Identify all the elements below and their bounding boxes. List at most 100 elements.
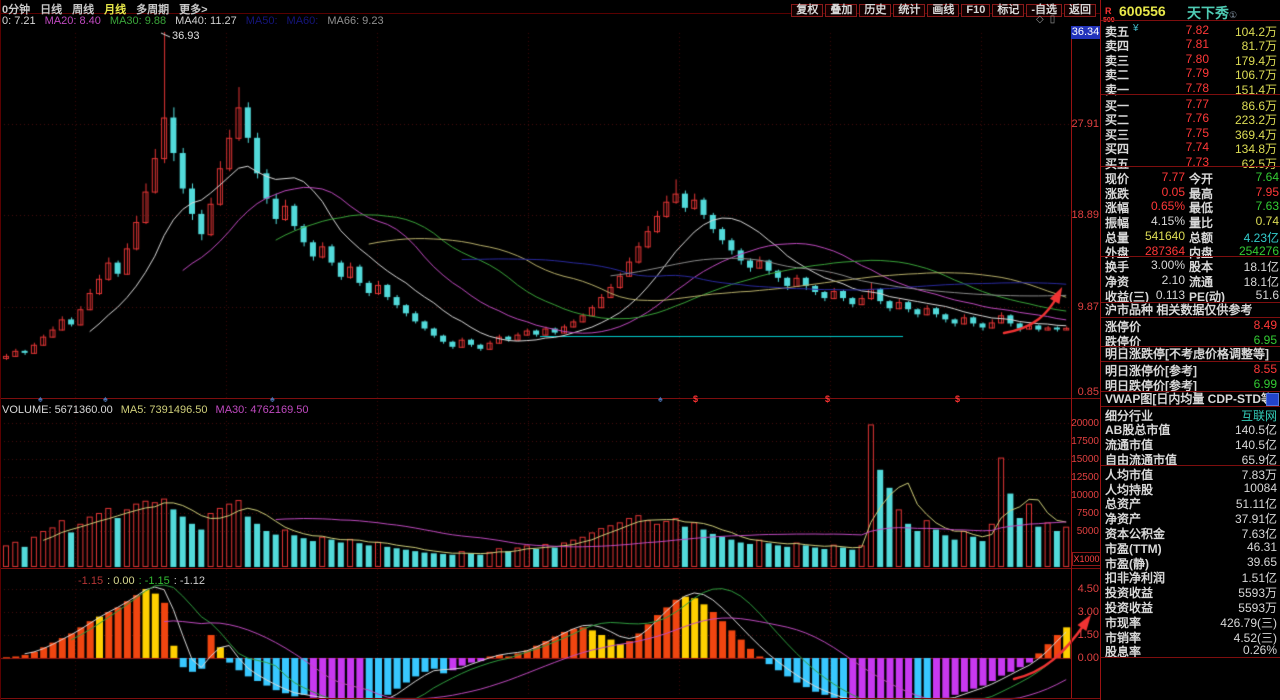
indicator-label-0: -1.15 — [78, 575, 104, 587]
page-icon[interactable]: ▯ — [1049, 14, 1056, 25]
order-book-volume: 106.7万 — [1234, 68, 1277, 83]
price-tick-3: 0.85 — [1077, 386, 1099, 398]
info-value: 5593万 — [1238, 586, 1277, 601]
indicator-label-2: : -1.15 — [138, 575, 170, 587]
quote-value: 0.113 — [1155, 287, 1185, 302]
info-label: 细分行业 — [1105, 408, 1154, 423]
price-tick-2: 9.87 — [1077, 301, 1099, 313]
vwap-chart-icon[interactable] — [1266, 392, 1279, 406]
info-value: 37.91亿 — [1234, 512, 1277, 527]
toolbar-button-1[interactable]: 叠加 — [825, 4, 858, 17]
quote-value: 0.05 — [1161, 184, 1185, 199]
toolbar-button-3[interactable]: 统计 — [893, 4, 926, 17]
event-marker[interactable]: ♠ — [38, 394, 43, 404]
volume-tick-5: 7500 — [1076, 508, 1099, 519]
info-value: 7.83万 — [1241, 467, 1277, 482]
order-book-label: 卖五 — [1105, 25, 1130, 39]
order-book-price[interactable]: 7.79 — [1185, 66, 1209, 81]
quote-value: 4.23亿 — [1243, 230, 1279, 245]
quote-value: 254276 — [1238, 243, 1279, 258]
volume-tick-0: 20000 — [1071, 418, 1099, 429]
order-book-price[interactable]: 7.73 — [1185, 154, 1209, 169]
dividend-marker[interactable]: $ — [825, 394, 831, 404]
quote-label: 最高 — [1189, 186, 1214, 201]
info-value: 0.26% — [1242, 643, 1277, 658]
info-value: 65.9亿 — [1241, 453, 1277, 467]
toolbar-button-8[interactable]: 返回 — [1064, 4, 1096, 17]
axis-separator — [1071, 28, 1072, 698]
section-header: VWAP图[日内均量 CDP-STD等] — [1101, 390, 1280, 407]
ma-label-6: MA66: 9.23 — [327, 15, 384, 27]
ma-label-2: MA30: 9.88 — [109, 15, 167, 27]
toolbar-button-6[interactable]: 标记 — [992, 4, 1025, 17]
quote-value: 7.77 — [1161, 170, 1185, 184]
toolbar-button-0[interactable]: 复权 — [791, 4, 824, 17]
quote-label: 流通 — [1189, 274, 1214, 289]
section-header: 明日涨跌停[不考虑价格调整等] — [1101, 346, 1280, 363]
info-label: AB股总市值 — [1105, 423, 1171, 438]
event-marker[interactable]: ♠ — [658, 394, 663, 404]
info-value: 46.31 — [1246, 539, 1277, 554]
info-label: 明日涨停价[参考] — [1105, 364, 1197, 379]
pane-separator-volume-indicator — [0, 568, 1100, 569]
order-flag-icon: ¥ — [1133, 23, 1139, 34]
stock-name[interactable]: 天下秀① — [1187, 5, 1238, 21]
info-value[interactable]: 互联网 — [1240, 408, 1277, 423]
toolbar-button-4[interactable]: 画线 — [927, 4, 960, 17]
order-book-volume: 104.2万 — [1234, 25, 1277, 39]
chart-canvas[interactable] — [0, 0, 1100, 700]
order-book-price[interactable]: 7.74 — [1185, 140, 1209, 155]
info-value: 426.79(三) — [1220, 615, 1277, 630]
quote-value: 2.10 — [1161, 272, 1185, 287]
order-book-price[interactable]: 7.80 — [1185, 51, 1209, 66]
menu-period-0[interactable]: 0分钟 — [2, 4, 31, 16]
menu-period-1[interactable]: 日线 — [40, 4, 63, 16]
quote-value: 51.6 — [1255, 287, 1279, 302]
menu-period-2[interactable]: 周线 — [72, 4, 95, 16]
info-label: 资本公积金 — [1105, 527, 1166, 541]
event-marker[interactable]: ♠ — [270, 394, 275, 404]
event-marker[interactable]: ♠ — [103, 394, 108, 404]
info-divider — [1101, 657, 1280, 659]
menu-period-5[interactable]: 更多> — [179, 4, 208, 16]
order-book-price[interactable]: 7.82 — [1185, 23, 1209, 37]
menu-period-4[interactable]: 多周期 — [136, 4, 170, 16]
dividend-marker[interactable]: $ — [955, 394, 961, 404]
volume-label-0: VOLUME: 5671360.00 — [2, 404, 113, 416]
indicator-tick-2: 1.50 — [1077, 629, 1099, 641]
indicator-tick-1: 3.00 — [1077, 606, 1099, 618]
ma-label-5: MA60: — [286, 15, 319, 27]
price-tick-0: 27.91 — [1071, 118, 1099, 130]
dividend-marker[interactable]: $ — [693, 394, 699, 404]
order-book-volume: 62.5万 — [1241, 156, 1277, 171]
peak-price-label: 36.93 — [172, 30, 200, 42]
diamond-icon[interactable]: ◇ — [1036, 14, 1044, 25]
quote-panel: R 500 600556 天下秀① 卖五 ¥7.82 104.2万 卖四 7.81 81… — [1100, 0, 1280, 700]
info-value: 6.99 — [1253, 377, 1277, 391]
indicator-tick-0: 4.50 — [1077, 583, 1099, 595]
toolbar-button-5[interactable]: F10 — [961, 4, 991, 17]
order-book-volume: 81.7万 — [1241, 39, 1277, 54]
toolbar-button-7[interactable]: -自选 — [1026, 4, 1062, 17]
quote-label: 股本 — [1189, 260, 1214, 275]
indicator-label-3: : -1.12 — [173, 575, 205, 587]
info-value: 6.95 — [1253, 332, 1277, 347]
order-book-price[interactable]: 7.81 — [1185, 37, 1209, 52]
pane-separator-main-volume — [0, 398, 1100, 399]
info-divider — [1101, 465, 1280, 466]
order-book-price[interactable]: 7.76 — [1185, 111, 1209, 126]
info-label: 投资收益 — [1105, 586, 1154, 601]
order-book-price[interactable]: 7.78 — [1185, 80, 1209, 95]
menu-period-3[interactable]: 月线 — [104, 4, 127, 16]
order-book-price[interactable]: 7.77 — [1185, 97, 1209, 111]
quote-label: 总额 — [1189, 230, 1214, 245]
info-value: 7.63亿 — [1241, 527, 1277, 541]
info-label: 明日跌停价[参考] — [1105, 379, 1197, 393]
indicator-tick-3: 0.00 — [1077, 652, 1099, 664]
info-value: 10084 — [1243, 480, 1277, 495]
volume-label-row: VOLUME: 5671360.00 MA5: 7391496.50 MA30: 4… — [2, 400, 317, 418]
order-book-price[interactable]: 7.75 — [1185, 125, 1209, 140]
toolbar-button-2[interactable]: 历史 — [859, 4, 892, 17]
r-badge: R — [1105, 6, 1112, 16]
